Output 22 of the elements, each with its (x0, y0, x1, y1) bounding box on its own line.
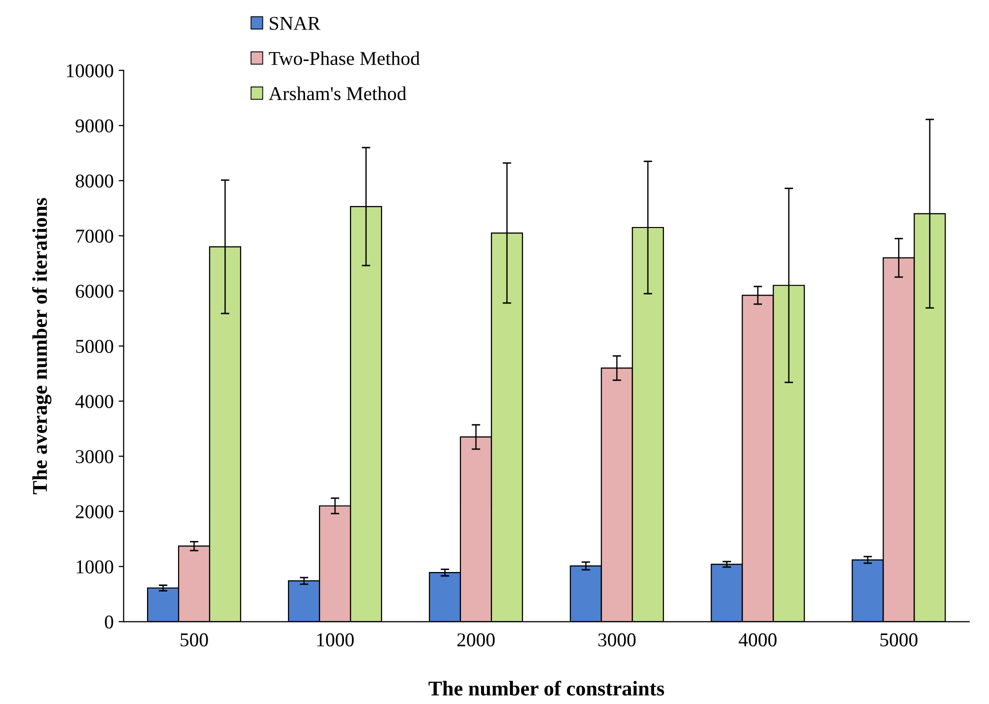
x-tick-label: 2000 (457, 633, 495, 646)
y-axis-title: The average number of iterations (32, 198, 52, 494)
y-tick-label: 2000 (76, 505, 114, 518)
legend-label: SNAR (270, 16, 320, 30)
x-tick-label: 1000 (317, 633, 354, 646)
legend-label: Two-Phase Method (268, 51, 420, 66)
legend-label: Arsham's Method (268, 86, 406, 100)
y-tick-label: 10000 (67, 64, 114, 78)
x-tick-label: 500 (180, 633, 208, 646)
y-tick-label: 7000 (76, 230, 114, 243)
y-tick-label: 6000 (76, 284, 114, 298)
x-tick-label: 4000 (738, 633, 777, 646)
y-tick-label: 3000 (76, 450, 114, 464)
y-tick-label: 9000 (76, 119, 114, 132)
y-tick-label: 5000 (76, 340, 114, 353)
x-tick-label: 3000 (598, 633, 636, 646)
y-tick-label: 1000 (76, 560, 114, 574)
y-tick-label: 8000 (76, 174, 114, 188)
y-tick-label: 4000 (75, 394, 114, 408)
x-axis-title: The number of constraints (428, 680, 664, 696)
x-tick-label: 5000 (880, 633, 918, 646)
y-tick-label: 0 (104, 615, 114, 629)
